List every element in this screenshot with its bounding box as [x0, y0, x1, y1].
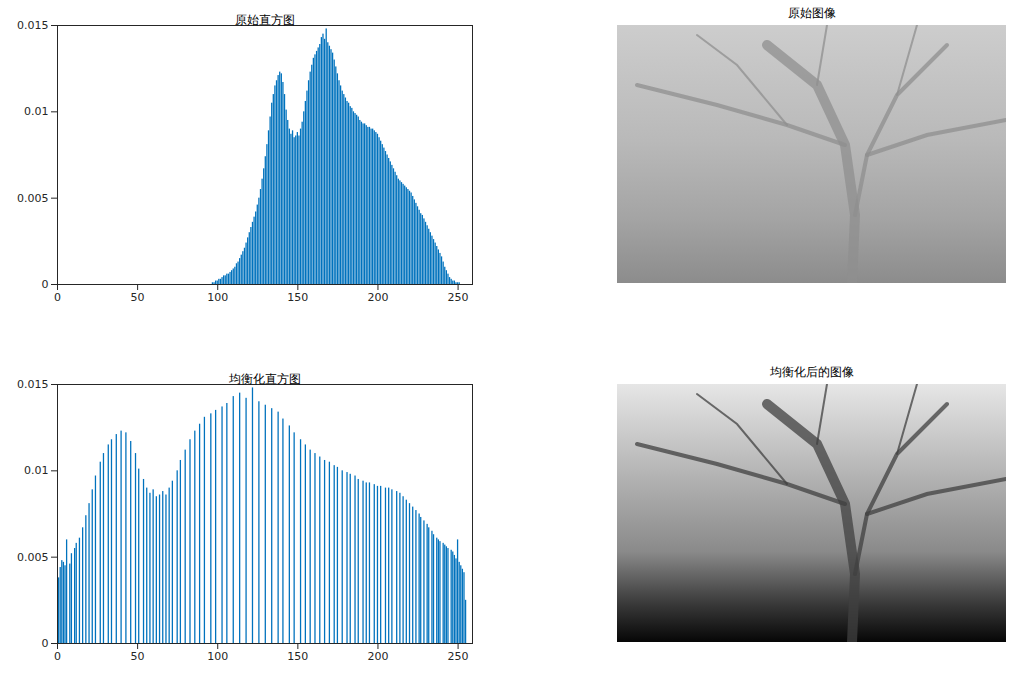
svg-text:0: 0: [54, 291, 61, 304]
svg-text:100: 100: [207, 650, 228, 663]
svg-text:均衡化直方图: 均衡化直方图: [228, 372, 301, 386]
svg-text:0: 0: [54, 650, 61, 663]
svg-text:0.01: 0.01: [24, 105, 49, 118]
svg-text:0.015: 0.015: [17, 378, 49, 391]
svg-text:200: 200: [367, 291, 388, 304]
svg-text:0.005: 0.005: [17, 192, 49, 205]
svg-text:0: 0: [42, 637, 49, 650]
svg-text:0.005: 0.005: [17, 551, 49, 564]
svg-text:50: 50: [131, 650, 145, 663]
svg-text:100: 100: [207, 291, 228, 304]
svg-text:200: 200: [367, 650, 388, 663]
svg-text:150: 150: [287, 291, 308, 304]
svg-text:0.015: 0.015: [17, 19, 49, 32]
svg-text:250: 250: [448, 650, 469, 663]
svg-text:250: 250: [448, 291, 469, 304]
svg-text:50: 50: [131, 291, 145, 304]
svg-text:150: 150: [287, 650, 308, 663]
svg-text:0.01: 0.01: [24, 464, 49, 477]
svg-text:0: 0: [42, 278, 49, 291]
svg-text:原始直方图: 原始直方图: [235, 13, 295, 27]
html-text:均衡化后的图像: 均衡化后的图像: [769, 365, 854, 379]
html-text:原始图像: 原始图像: [787, 6, 836, 20]
